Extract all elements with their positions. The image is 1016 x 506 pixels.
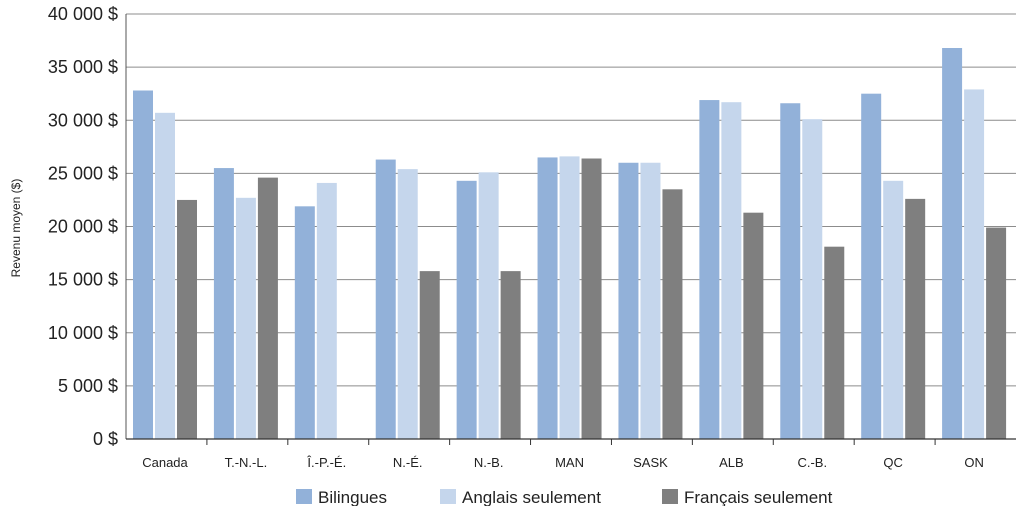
legend-label: Anglais seulement — [462, 488, 601, 506]
x-tick-label: ON — [964, 455, 984, 470]
bar — [316, 182, 337, 439]
bar — [419, 271, 440, 439]
x-tick-label: T.-N.-L. — [225, 455, 268, 470]
bar — [257, 177, 278, 439]
bar — [133, 90, 153, 439]
bar — [478, 172, 499, 439]
bar — [155, 112, 175, 439]
x-tick-label: Canada — [142, 455, 188, 470]
bar — [861, 93, 882, 439]
x-tick-label: MAN — [555, 455, 584, 470]
bar — [618, 162, 639, 439]
x-tick-label: N.-É. — [393, 455, 423, 470]
bar — [942, 48, 963, 439]
legend-label: Français seulement — [684, 488, 833, 506]
legend-label: Bilingues — [318, 488, 387, 506]
axes — [125, 14, 1016, 445]
bar — [537, 157, 558, 439]
y-tick-label: 40 000 $ — [48, 4, 118, 24]
y-tick-label: 0 $ — [93, 429, 118, 449]
y-tick-label: 15 000 $ — [48, 270, 118, 290]
bar — [177, 199, 197, 439]
bar — [375, 159, 396, 439]
bar — [699, 100, 720, 439]
bar — [456, 180, 477, 439]
bar — [905, 198, 926, 439]
bar — [500, 271, 521, 439]
bar — [802, 119, 823, 439]
x-tick-label: C.-B. — [797, 455, 827, 470]
bar — [397, 169, 418, 439]
bar — [986, 227, 1007, 439]
bar — [883, 180, 904, 439]
legend-swatch — [440, 489, 456, 504]
x-tick-label: ALB — [719, 455, 744, 470]
bar — [743, 212, 764, 439]
y-tick-label: 5 000 $ — [58, 376, 118, 396]
bar — [824, 246, 845, 439]
bar — [780, 103, 801, 439]
x-tick-labels: Canada T.-N.-L. Î.-P.-É. N.-É. N.-B. MAN SASK A… — [142, 455, 984, 470]
y-tick-labels: 0 $ 5 000 $ 10 000 $ 15 000 $ 20 000 $ 25 000… — [48, 4, 118, 449]
bar — [294, 206, 315, 439]
x-tick-label: QC — [883, 455, 903, 470]
bar — [235, 197, 256, 439]
y-tick-label: 35 000 $ — [48, 57, 118, 77]
bar — [581, 158, 602, 439]
bar — [721, 102, 742, 439]
x-tick-label: SASK — [633, 455, 668, 470]
y-axis-label: Revenu moyen ($) — [9, 179, 23, 278]
legend-swatch — [296, 489, 312, 504]
y-tick-label: 20 000 $ — [48, 217, 118, 237]
y-tick-label: 10 000 $ — [48, 323, 118, 343]
bar — [640, 162, 661, 439]
bars — [133, 48, 1007, 439]
legend: Bilingues Anglais seulement Français seule… — [296, 488, 833, 506]
bar — [213, 168, 234, 439]
y-tick-label: 30 000 $ — [48, 110, 118, 130]
bar — [964, 89, 985, 439]
y-tick-label: 25 000 $ — [48, 163, 118, 183]
x-tick-label: Î.-P.-É. — [306, 455, 346, 470]
x-tick-label: N.-B. — [474, 455, 504, 470]
bar — [662, 189, 683, 439]
bar — [559, 156, 580, 439]
legend-swatch — [662, 489, 678, 504]
